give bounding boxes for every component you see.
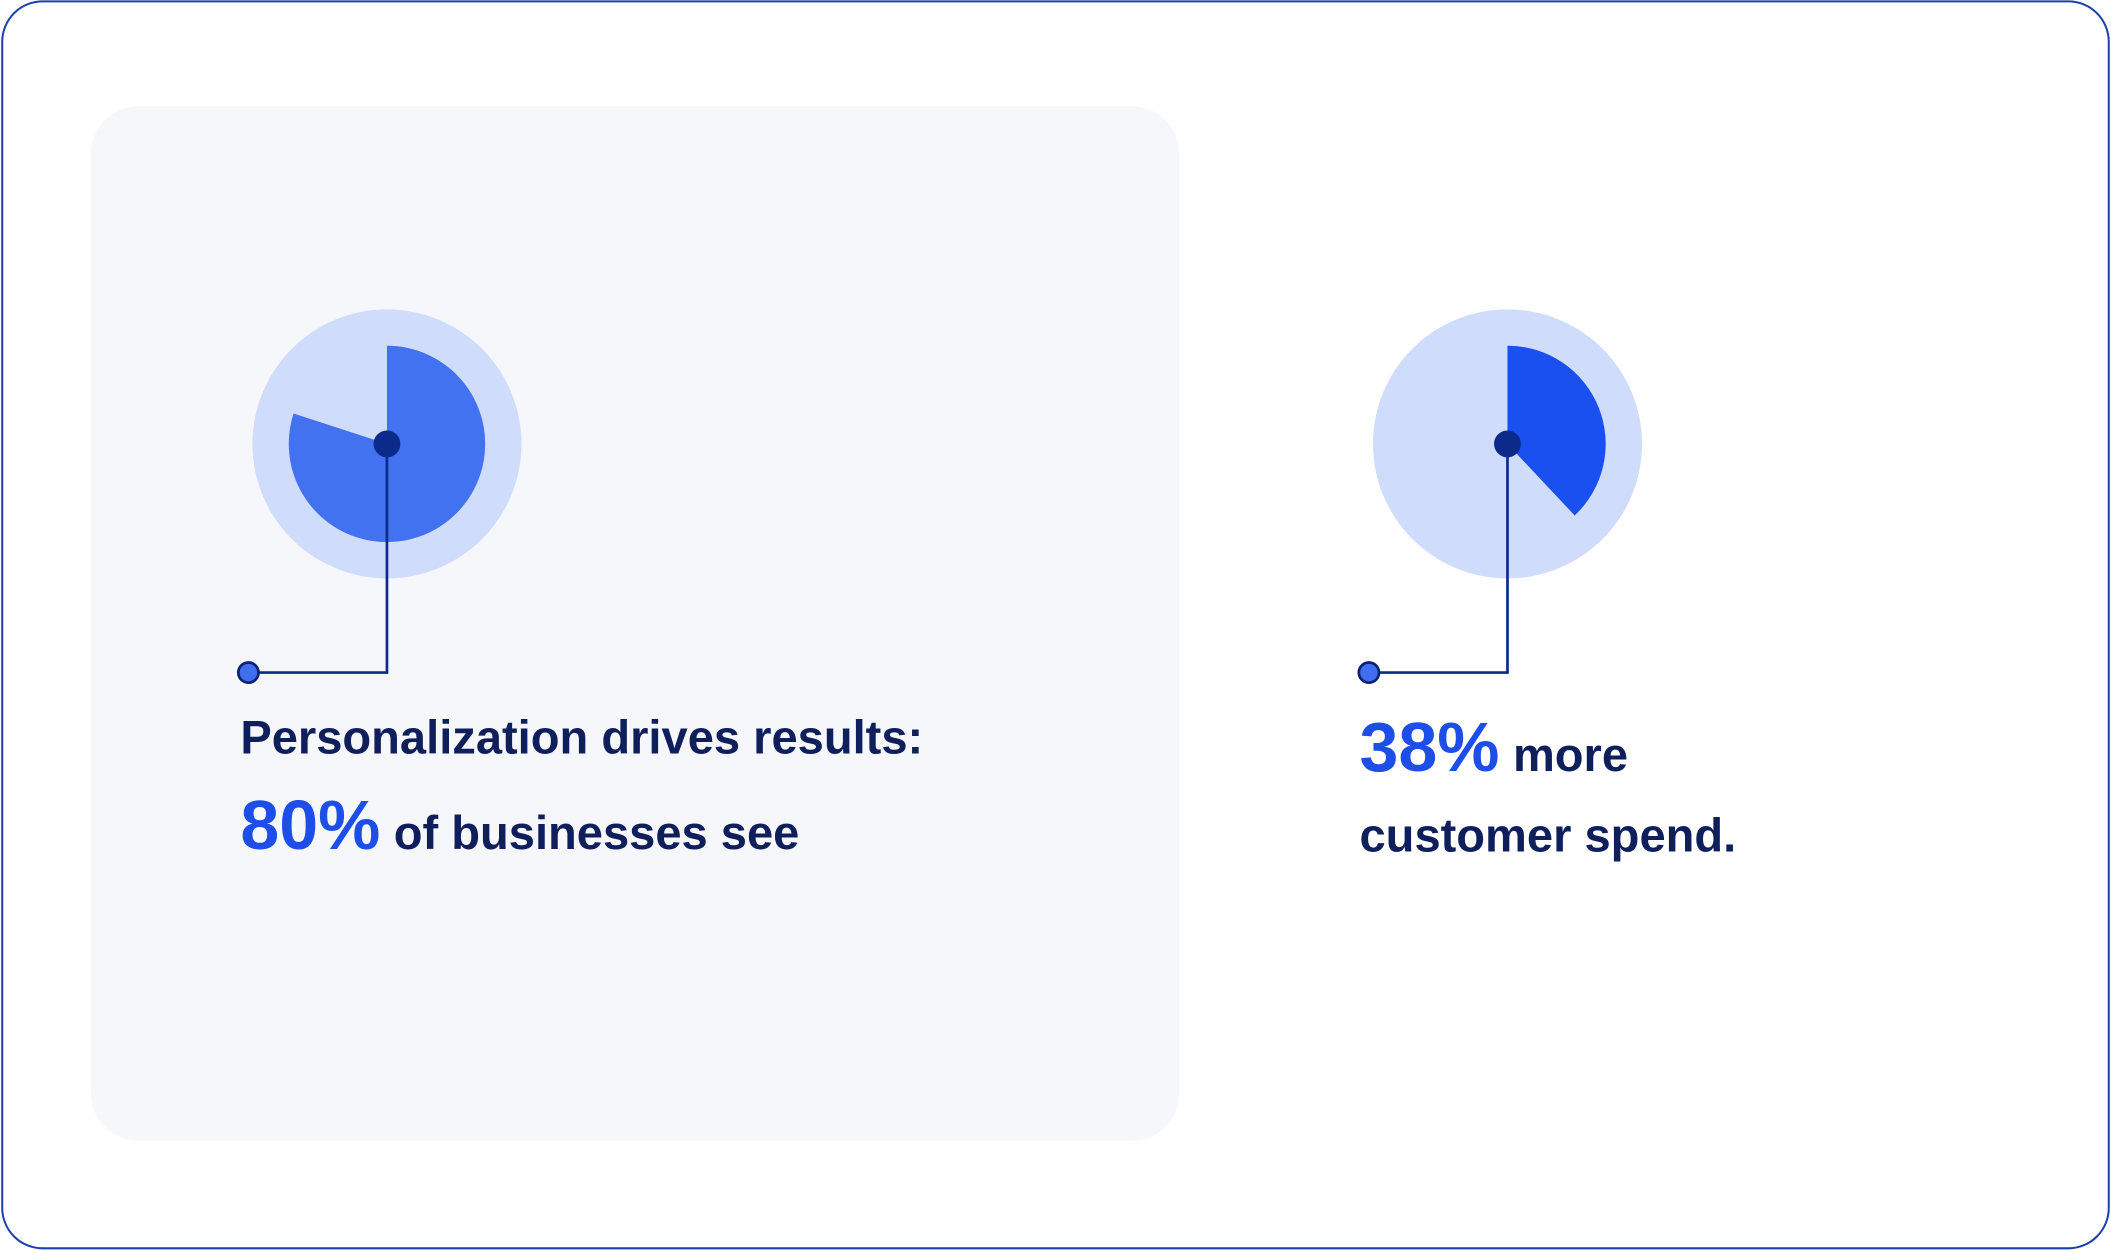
caption: customer spend.	[1360, 808, 1737, 861]
caption: of businesses see	[394, 806, 800, 859]
value-label: 38%	[1360, 708, 1500, 786]
caption: more	[1513, 728, 1628, 781]
stat-1	[236, 309, 522, 685]
connector	[248, 443, 389, 674]
heading: Personalization drives results:	[240, 710, 923, 763]
center-dot	[1494, 430, 1521, 458]
stat-line: 38% more	[1360, 708, 1629, 786]
value-label: 80%	[240, 786, 380, 864]
stat-2	[1357, 309, 1642, 685]
stat-line: 80% of businesses see	[240, 786, 799, 864]
panel	[91, 106, 1180, 1141]
connector-dot	[236, 661, 260, 685]
connector	[1368, 443, 1509, 674]
connector-dot	[1357, 661, 1381, 685]
center-dot	[373, 430, 401, 458]
pie-wedge	[1507, 345, 1606, 516]
